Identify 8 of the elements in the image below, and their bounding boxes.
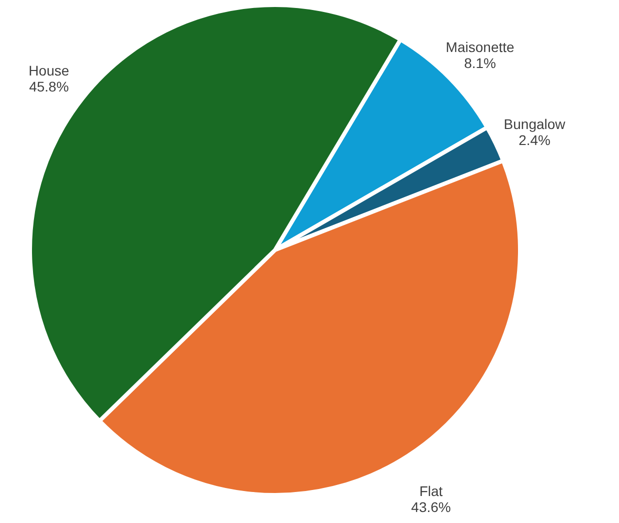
slice-label: Flat (419, 483, 443, 500)
data-label: 45.8% (29, 78, 69, 95)
data-label: 8.1% (464, 54, 496, 71)
slice-label: House (28, 62, 70, 79)
slice-label: Maisonette (446, 38, 514, 55)
data-label: 43.6% (411, 499, 451, 516)
slice-label: Bungalow (504, 116, 566, 132)
data-label: 2.4% (518, 132, 550, 148)
